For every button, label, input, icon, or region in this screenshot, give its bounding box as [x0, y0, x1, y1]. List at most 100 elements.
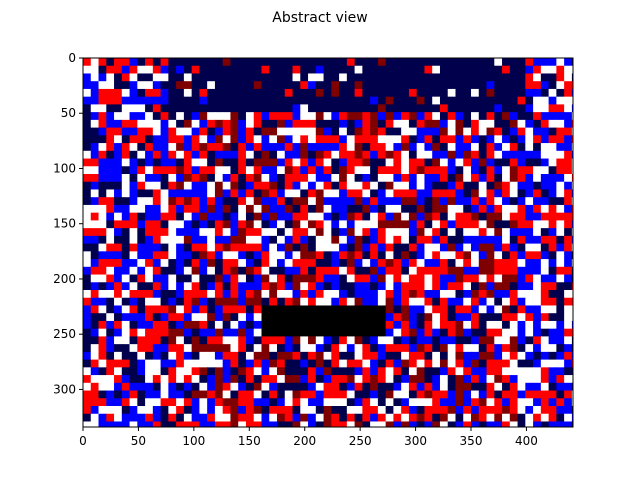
- heatmap-cell: [401, 305, 410, 314]
- heatmap-cell: [222, 344, 231, 353]
- heatmap-cell: [362, 351, 371, 361]
- heatmap-cell: [463, 328, 472, 337]
- heatmap-cell: [354, 228, 363, 237]
- heatmap-cell: [548, 375, 557, 384]
- heatmap-cell: [455, 143, 464, 152]
- heatmap-cell: [308, 58, 317, 67]
- heatmap-cell: [533, 375, 542, 384]
- heatmap-cell: [517, 359, 526, 368]
- heatmap-cell: [463, 73, 472, 82]
- heatmap-cell: [385, 266, 394, 276]
- heatmap-cell: [168, 359, 177, 368]
- heatmap-cell: [339, 259, 348, 268]
- heatmap-cell: [393, 290, 402, 299]
- heatmap-cell: [416, 181, 425, 190]
- heatmap-cell: [463, 367, 472, 376]
- heatmap-cell: [463, 174, 472, 183]
- heatmap-cell: [176, 274, 185, 283]
- heatmap-cell: [269, 220, 278, 229]
- heatmap-cell: [176, 189, 185, 198]
- heatmap-cell: [509, 212, 519, 221]
- heatmap-cell: [129, 382, 138, 392]
- heatmap-cell: [168, 81, 177, 90]
- heatmap-cell: [129, 297, 138, 306]
- heatmap-cell: [455, 266, 464, 276]
- heatmap-cell: [176, 150, 185, 160]
- heatmap-cell: [176, 158, 185, 167]
- heatmap-cell: [106, 197, 115, 206]
- heatmap-cell: [401, 351, 410, 361]
- heatmap-cell: [502, 320, 511, 330]
- heatmap-cell: [160, 313, 169, 322]
- heatmap-cell: [424, 328, 433, 337]
- heatmap-cell: [284, 367, 294, 376]
- heatmap-cell: [346, 228, 356, 237]
- heatmap-cell: [245, 158, 255, 167]
- heatmap-cell: [408, 81, 418, 90]
- heatmap-cell: [540, 382, 550, 392]
- heatmap-cell: [152, 243, 162, 252]
- heatmap-cell: [408, 228, 418, 237]
- heatmap-cell: [439, 359, 449, 368]
- heatmap-cell: [339, 81, 348, 90]
- heatmap-cell: [377, 336, 387, 345]
- heatmap-cell: [114, 290, 123, 299]
- heatmap-cell: [207, 344, 216, 353]
- heatmap-cell: [160, 297, 169, 306]
- heatmap-cell: [277, 351, 286, 361]
- heatmap-cell: [393, 204, 402, 214]
- heatmap-cell: [471, 235, 480, 245]
- heatmap-cell: [284, 189, 294, 198]
- heatmap-cell: [129, 351, 138, 361]
- heatmap-cell: [556, 65, 565, 74]
- heatmap-cell: [199, 274, 208, 283]
- heatmap-cell: [129, 251, 138, 260]
- heatmap-cell: [393, 305, 402, 314]
- heatmap-cell: [439, 65, 449, 74]
- heatmap-cell: [176, 290, 185, 299]
- heatmap-cell: [106, 413, 115, 422]
- heatmap-cell: [346, 104, 356, 113]
- heatmap-cell: [191, 65, 200, 74]
- heatmap-cell: [176, 344, 185, 353]
- heatmap-cell: [253, 344, 262, 353]
- heatmap-cell: [447, 174, 456, 183]
- heatmap-cell: [408, 220, 418, 229]
- heatmap-cell: [284, 204, 294, 214]
- heatmap-cell: [362, 320, 371, 330]
- heatmap-cell: [346, 212, 356, 221]
- heatmap-cell: [331, 112, 340, 121]
- heatmap-cell: [191, 197, 200, 206]
- heatmap-cell: [455, 181, 464, 190]
- heatmap-cell: [230, 274, 239, 283]
- heatmap-cell: [83, 143, 92, 152]
- heatmap-cell: [83, 73, 92, 82]
- heatmap-cell: [253, 220, 262, 229]
- heatmap-cell: [183, 143, 193, 152]
- heatmap-cell: [533, 313, 542, 322]
- heatmap-cell: [393, 73, 402, 82]
- heatmap-cell: [292, 65, 301, 74]
- heatmap-cell: [556, 189, 565, 198]
- heatmap-cell: [269, 58, 278, 67]
- heatmap-cell: [362, 328, 371, 337]
- heatmap-cell: [486, 58, 495, 67]
- heatmap-cell: [98, 313, 107, 322]
- heatmap-cell: [385, 413, 394, 422]
- heatmap-cell: [533, 135, 542, 144]
- heatmap-cell: [517, 274, 526, 283]
- heatmap-cell: [98, 367, 107, 376]
- heatmap-cell: [509, 150, 519, 160]
- heatmap-cell: [300, 274, 309, 283]
- heatmap-cell: [447, 228, 456, 237]
- heatmap-cell: [525, 143, 534, 152]
- heatmap-cell: [308, 181, 317, 190]
- heatmap-cell: [98, 406, 107, 415]
- heatmap-cell: [393, 243, 402, 252]
- heatmap-cell: [377, 359, 387, 368]
- heatmap-cell: [385, 336, 394, 345]
- heatmap-cell: [346, 282, 356, 291]
- heatmap-cell: [238, 212, 247, 221]
- heatmap-cell: [571, 390, 573, 399]
- heatmap-cell: [377, 220, 387, 229]
